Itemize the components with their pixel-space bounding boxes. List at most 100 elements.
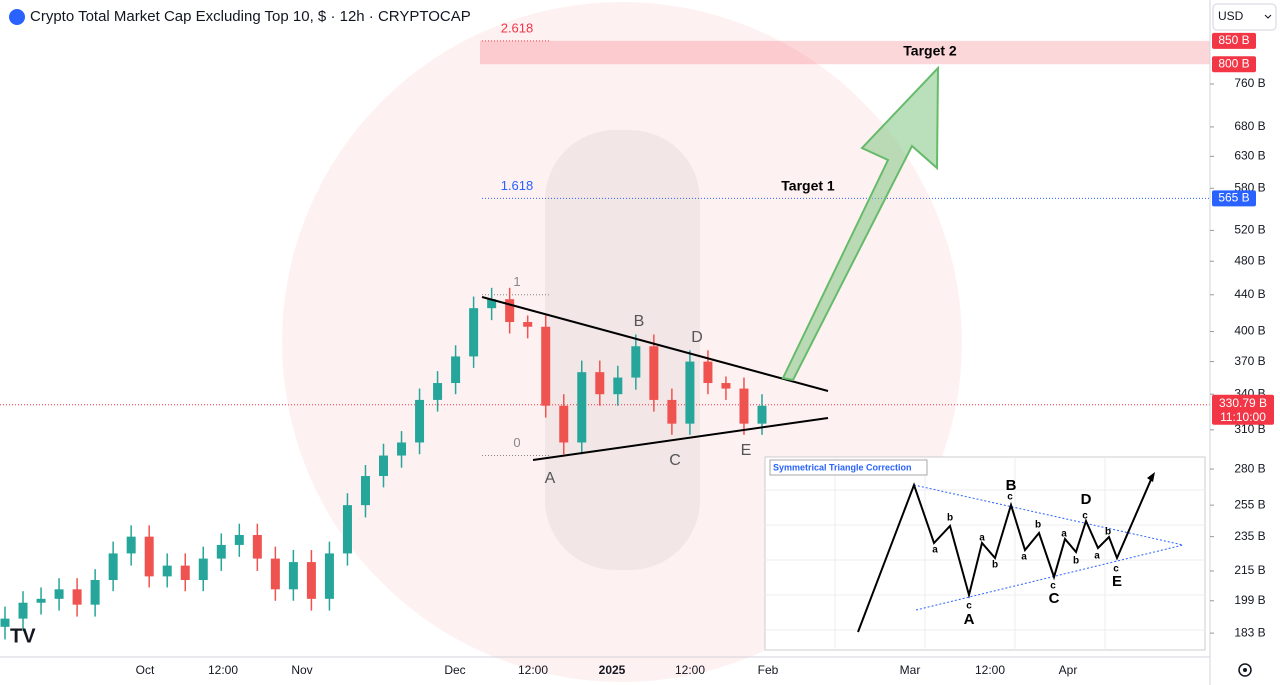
symbol-icon — [9, 9, 25, 25]
x-tick-label: Oct — [136, 663, 155, 677]
currency-dropdown[interactable]: USD — [1212, 3, 1277, 31]
currency[interactable]: USD — [1218, 9, 1244, 23]
y-tick-label: 235 B — [1234, 529, 1265, 543]
inset-sub-label: c — [966, 601, 972, 612]
wave-label: E — [741, 442, 752, 459]
y-tick-label: 280 B — [1234, 461, 1265, 475]
inset-sub-label: b — [947, 513, 953, 524]
inset-sub-label: a — [1094, 551, 1100, 562]
target-label: Target 1 — [781, 178, 835, 194]
candle-body — [577, 372, 587, 443]
inset-frame — [764, 456, 1206, 651]
candle-body — [18, 602, 28, 619]
y-tick-label: 680 B — [1234, 119, 1265, 133]
inset-sub-label: b — [1105, 527, 1111, 538]
candle-body — [360, 476, 370, 506]
candle-body — [703, 361, 713, 384]
gear-center[interactable] — [1243, 668, 1247, 672]
candle-body — [451, 356, 461, 384]
price-label: 850 B — [1218, 33, 1249, 47]
inset-wave-label: C — [1049, 590, 1060, 607]
candle-body — [306, 562, 316, 599]
x-tick-label: 12:00 — [208, 663, 238, 677]
candle-body — [108, 553, 118, 581]
candle-body — [252, 535, 262, 559]
price-label-box — [1212, 190, 1256, 207]
inset-sub-label: a — [932, 545, 938, 556]
settings-button[interactable] — [1238, 663, 1252, 677]
inset-wave-label: D — [1081, 491, 1092, 508]
price-label: 800 B — [1218, 56, 1249, 70]
candle-body — [415, 399, 425, 443]
fib-label: 2.618 — [501, 20, 534, 35]
wave-label: B — [634, 313, 645, 330]
candle-body — [379, 455, 388, 477]
inset-sub-label: c — [1082, 511, 1088, 522]
watermark-bullet — [545, 130, 700, 570]
plot-area: 2.618 1.618 1 0 — [0, 20, 1210, 640]
inset-sub-label: a — [1061, 529, 1067, 540]
x-tick-label: Mar — [900, 663, 921, 677]
candle-body — [649, 346, 659, 400]
price-label: 565 B — [1218, 191, 1249, 205]
y-tick-label: 520 B — [1234, 223, 1265, 237]
candle-body — [721, 383, 731, 389]
candle-body — [397, 442, 407, 456]
candle-body — [198, 558, 208, 581]
candle-body — [523, 322, 533, 327]
candle-body — [216, 544, 226, 559]
x-tick-label: Dec — [444, 663, 465, 677]
inset-upper-line — [913, 484, 1184, 546]
candle-body — [324, 553, 334, 599]
candle-body — [54, 589, 64, 599]
candle-body — [469, 308, 479, 357]
fib-label: 1 — [513, 274, 520, 289]
inset-lower-line — [915, 544, 1184, 611]
currency-box[interactable] — [1212, 3, 1277, 31]
gear-icon[interactable] — [1238, 663, 1252, 677]
countdown: 11:10:00 — [1220, 410, 1266, 424]
y-tick-label: 199 B — [1234, 593, 1265, 607]
inset-wave-label: A — [964, 611, 975, 628]
fib-label: 1.618 — [501, 178, 534, 193]
y-tick-label: 630 B — [1234, 149, 1265, 163]
last-price-box — [1212, 394, 1274, 425]
inset-title: Symmetrical Triangle Correction — [773, 462, 912, 472]
inset-sub-label: c — [1113, 564, 1119, 575]
candle-body — [180, 565, 190, 581]
candle-body — [631, 346, 641, 378]
y-tick-label: 480 B — [1234, 253, 1265, 267]
y-tick-label: 400 B — [1234, 324, 1265, 338]
tv-logo: TV — [10, 625, 36, 647]
inset-zigzag — [857, 474, 1154, 633]
wave-label: C — [669, 452, 681, 469]
candle-body — [36, 598, 46, 603]
inset-sub-label: b — [1035, 520, 1041, 531]
target-label: Target 2 — [903, 43, 957, 59]
y-tick-label: 370 B — [1234, 354, 1265, 368]
x-tick-label: 12:00 — [518, 663, 548, 677]
inset-wave-label: E — [1112, 573, 1122, 590]
dropdown-caret[interactable] — [1264, 14, 1272, 19]
wave-label: D — [691, 329, 703, 346]
candle-body — [541, 326, 551, 406]
y-tick-label: 760 B — [1234, 76, 1265, 90]
candle-body — [685, 361, 695, 424]
candle-body — [90, 580, 100, 605]
y-tick-label: 310 B — [1234, 422, 1265, 436]
candle-body — [739, 388, 749, 424]
price-label-box — [1212, 56, 1256, 73]
inset-arrowhead — [1147, 472, 1155, 482]
x-tick-label: 12:00 — [975, 663, 1005, 677]
inset-sub-label: a — [1021, 552, 1027, 563]
y-tick-label: 183 B — [1234, 625, 1265, 639]
candle-body — [72, 589, 82, 605]
candle-body — [144, 536, 154, 577]
wave-label: A — [545, 470, 556, 487]
inset-sub-label: b — [1073, 556, 1079, 567]
price-label-box — [1212, 32, 1256, 49]
candle-body — [270, 558, 280, 590]
candle-body — [613, 377, 623, 395]
target-arrow — [781, 65, 940, 382]
